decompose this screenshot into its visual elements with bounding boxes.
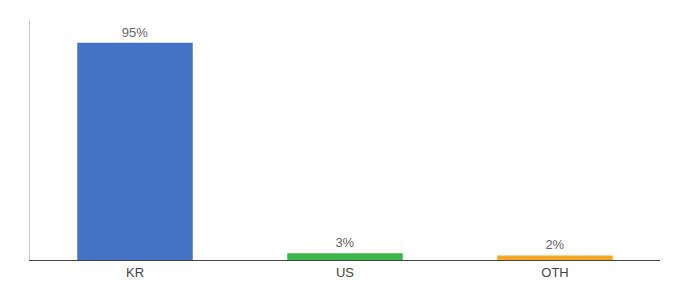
svg-text:OTH: OTH <box>541 265 568 280</box>
svg-text:2%: 2% <box>545 237 564 252</box>
svg-text:KR: KR <box>126 265 144 280</box>
svg-text:95%: 95% <box>122 25 148 40</box>
svg-text:3%: 3% <box>335 235 354 250</box>
svg-text:US: US <box>336 265 354 280</box>
